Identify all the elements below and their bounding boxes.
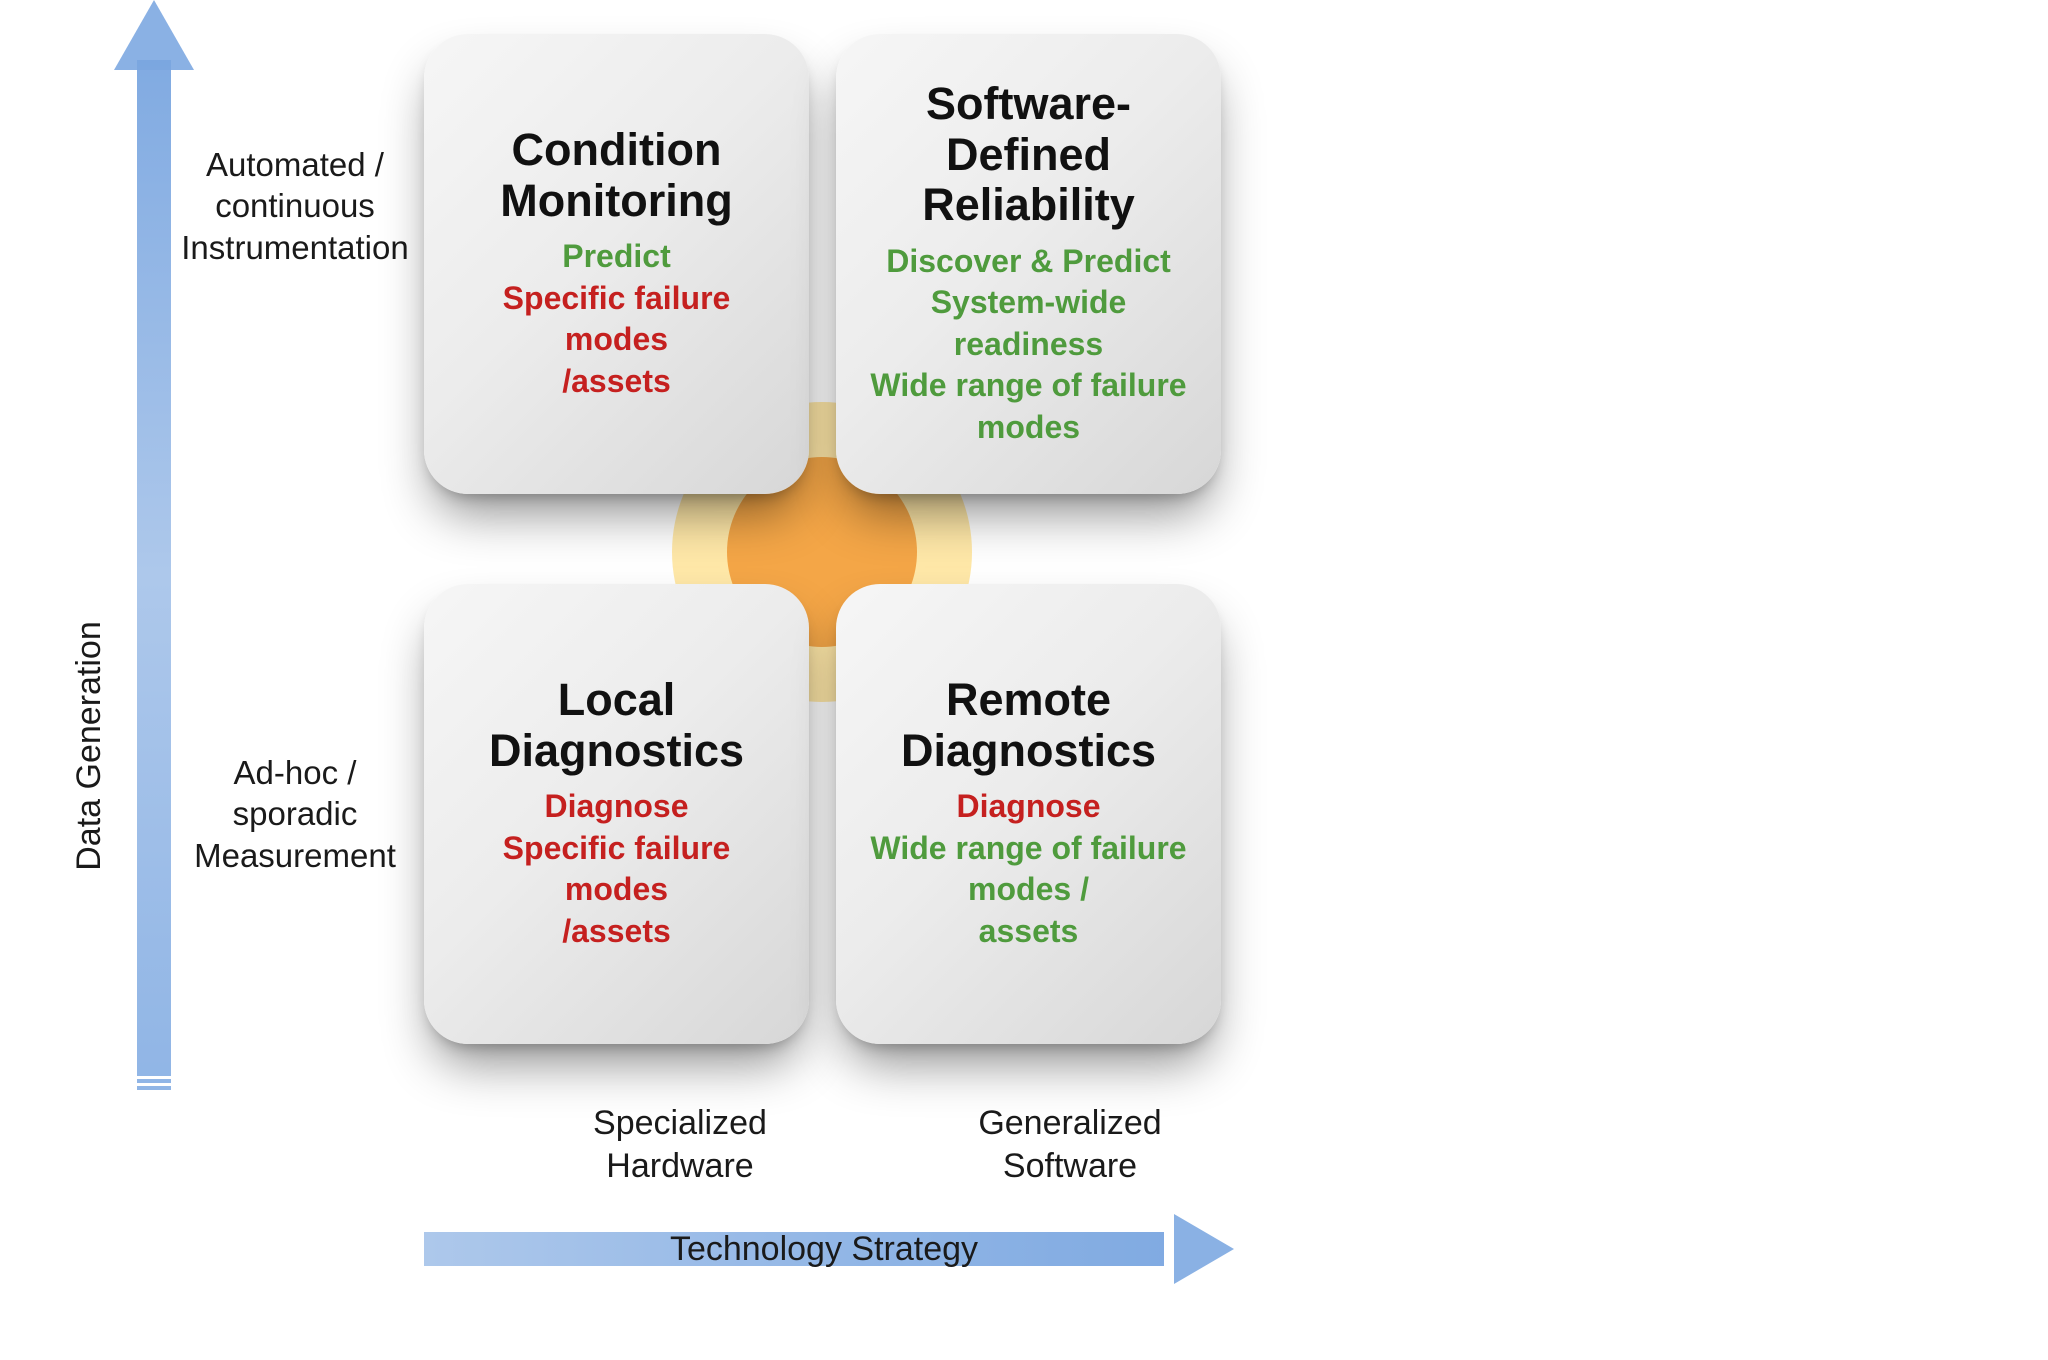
col-label-left: Specialized Hardware bbox=[490, 1102, 870, 1187]
y-axis-label: Data Generation bbox=[70, 546, 110, 946]
card-line: Discover & Predict bbox=[886, 241, 1171, 283]
card-title: Condition Monitoring bbox=[500, 125, 732, 226]
card-line: /assets bbox=[562, 361, 671, 403]
card-top-left: Condition Monitoring Predict Specific fa… bbox=[424, 34, 809, 494]
card-line: /assets bbox=[562, 911, 671, 953]
card-title: Local Diagnostics bbox=[452, 675, 781, 776]
row-label-bottom: Ad-hoc / sporadic Measurement bbox=[170, 752, 420, 876]
card-line: Predict bbox=[562, 236, 670, 278]
card-line: System-wide readiness bbox=[864, 282, 1193, 365]
card-line: Diagnose bbox=[544, 786, 688, 828]
col-label-right: Generalized Software bbox=[880, 1102, 1260, 1187]
card-line: Wide range of failure bbox=[870, 365, 1186, 407]
card-line: assets bbox=[979, 911, 1079, 953]
card-title: Software-Defined Reliability bbox=[864, 79, 1193, 230]
row-label-top: Automated / continuous Instrumentation bbox=[170, 144, 420, 268]
card-line: Specific failure modes bbox=[452, 828, 781, 911]
card-line: Specific failure modes bbox=[452, 278, 781, 361]
card-title: Remote Diagnostics bbox=[864, 675, 1193, 776]
card-line: modes bbox=[977, 407, 1080, 449]
quadrant-diagram: Data Generation Technology Strategy Auto… bbox=[0, 0, 2048, 1360]
card-top-right: Software-Defined Reliability Discover & … bbox=[836, 34, 1221, 494]
card-bottom-right: Remote Diagnostics Diagnose Wide range o… bbox=[836, 584, 1221, 1044]
card-bottom-left: Local Diagnostics Diagnose Specific fail… bbox=[424, 584, 809, 1044]
card-line: Wide range of failure modes / bbox=[864, 828, 1193, 911]
x-axis-label: Technology Strategy bbox=[424, 1222, 1224, 1276]
card-line: Diagnose bbox=[956, 786, 1100, 828]
